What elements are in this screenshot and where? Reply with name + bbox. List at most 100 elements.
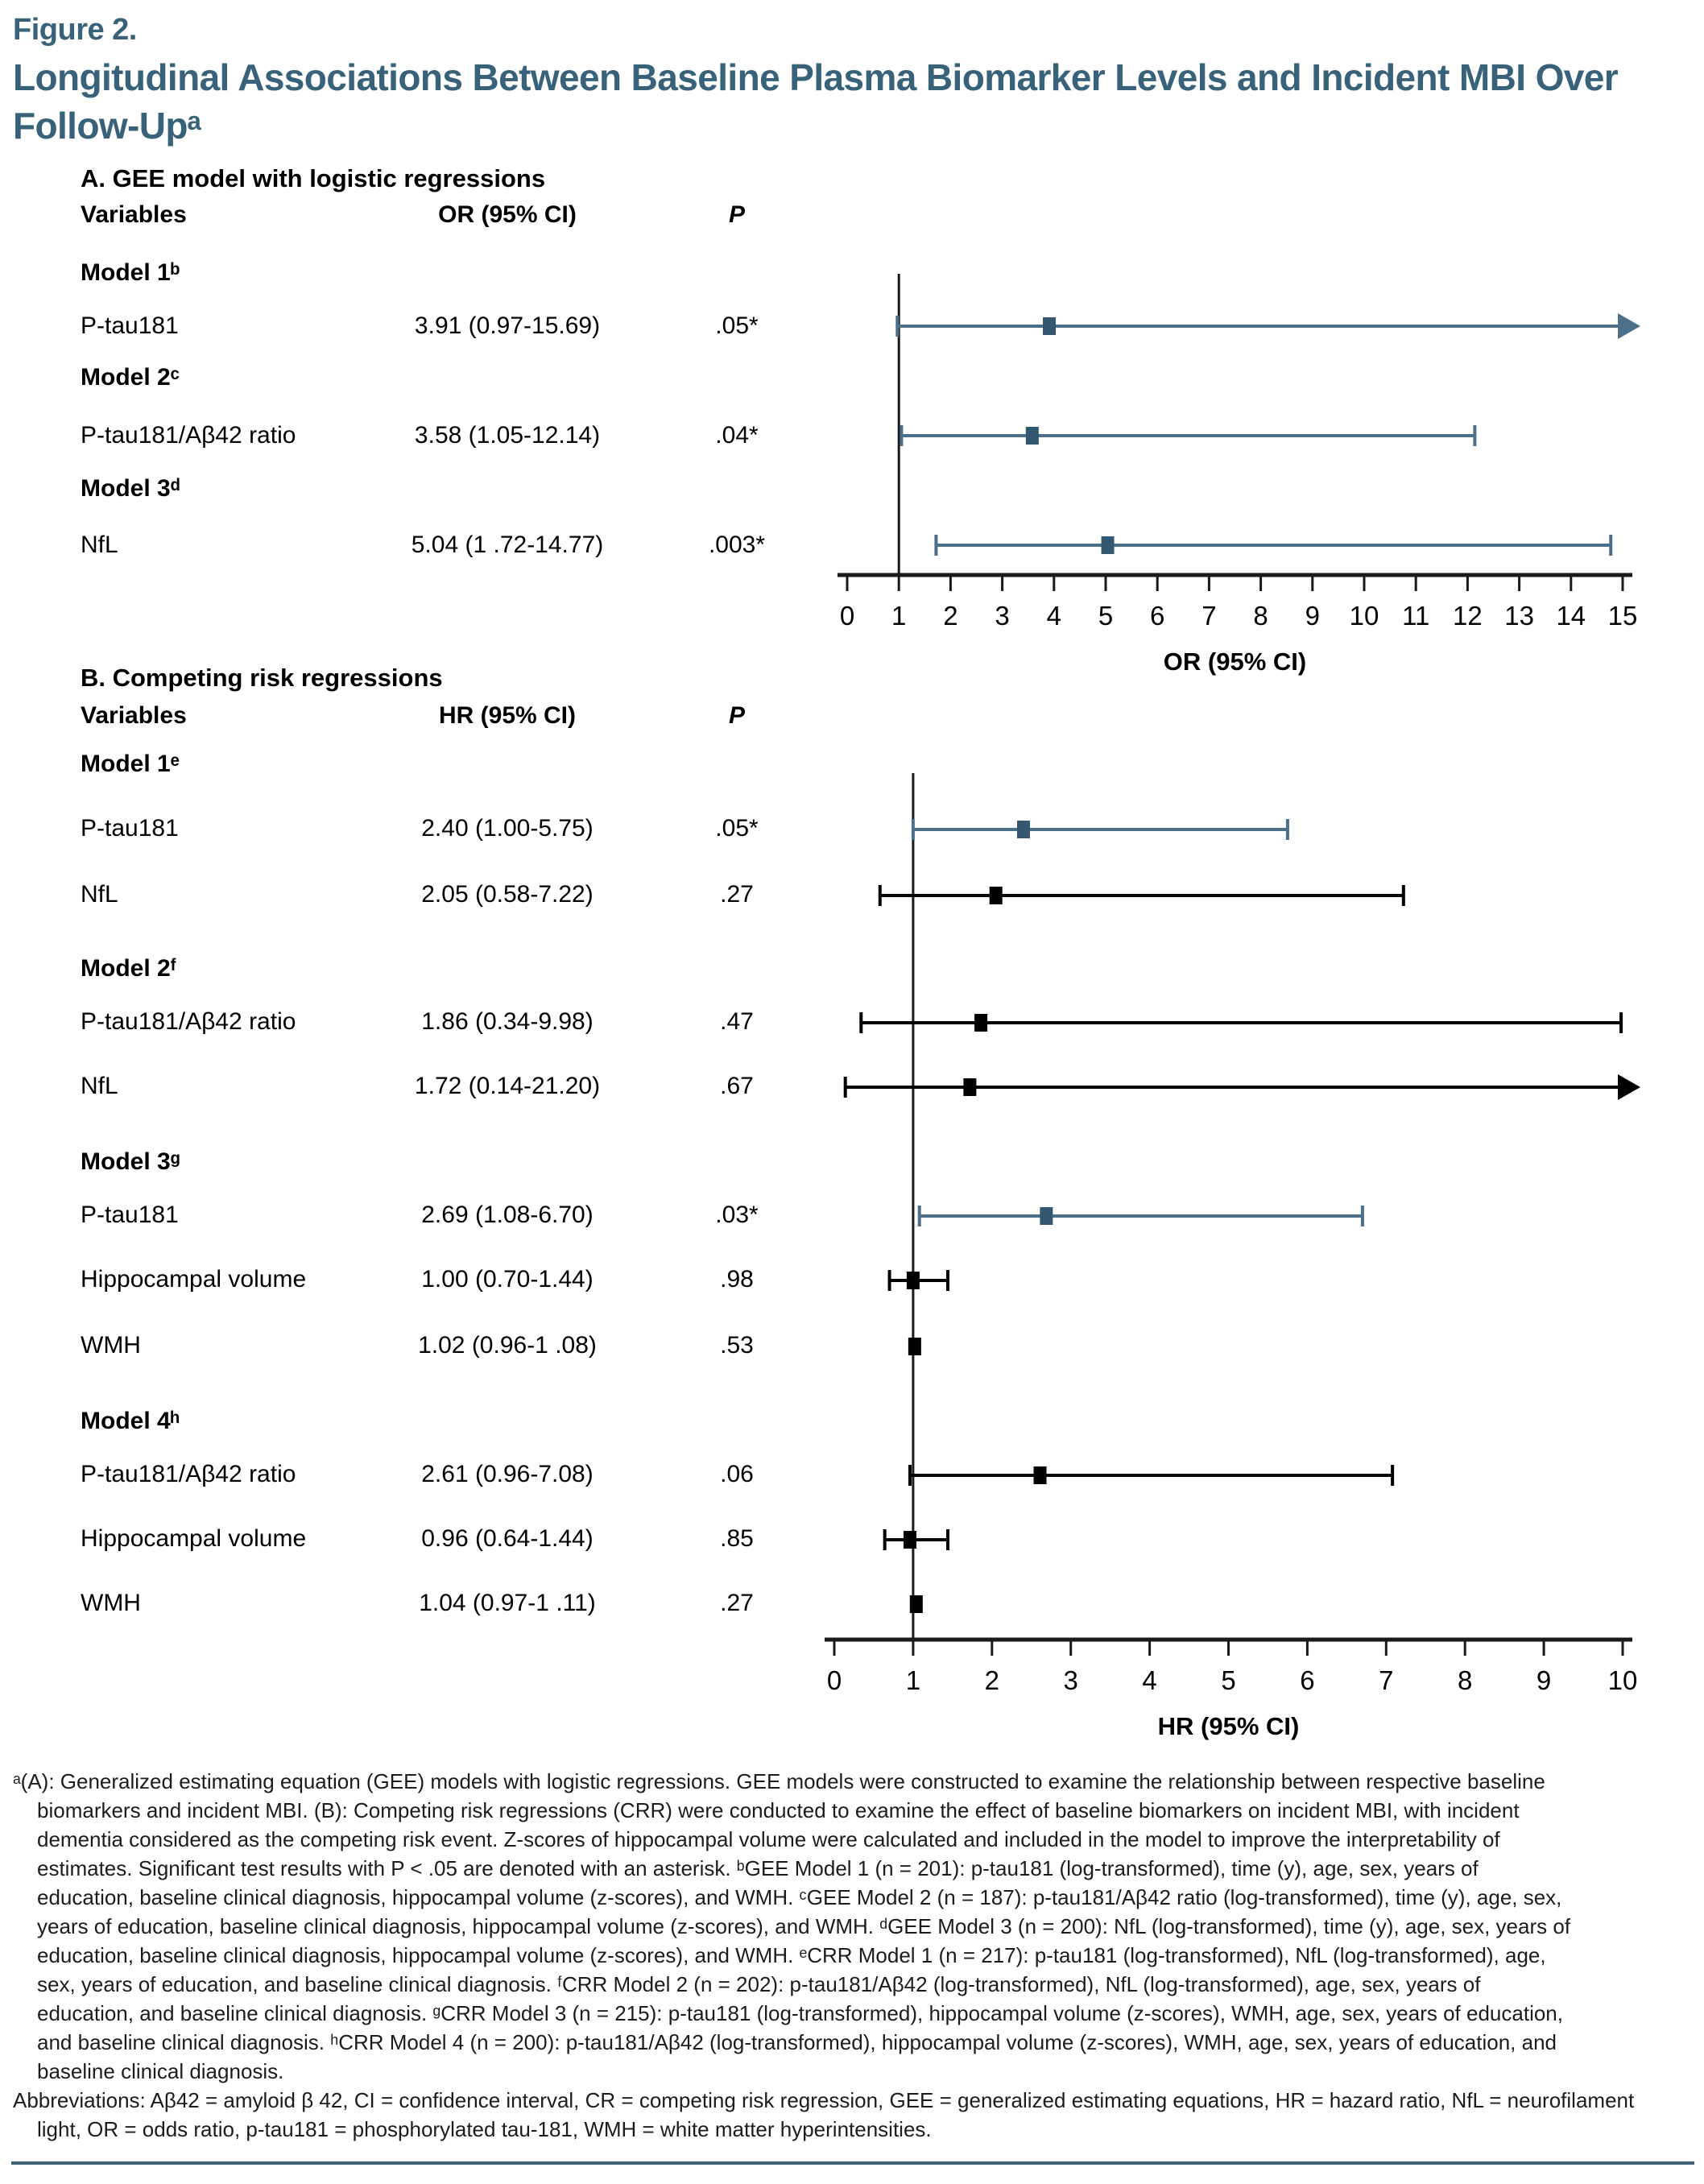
point-estimate-marker [1033, 1466, 1047, 1484]
point-estimate-marker [908, 1338, 921, 1355]
estimate-ci-value: 1.86 (0.34-9.98) [421, 1008, 594, 1035]
model-row: Model 3ᵍ [0, 1148, 838, 1179]
panel-b-heading: B. Competing risk regressions [81, 664, 443, 692]
model-label: Model 2ᶠ [81, 955, 176, 982]
p-value: .003* [708, 532, 766, 558]
p-value: .98 [720, 1266, 754, 1293]
variable-label: NfL [81, 532, 118, 558]
p-value: .05* [715, 815, 759, 842]
axis-tick-label: 0 [840, 601, 854, 631]
p-value: .05* [715, 312, 759, 339]
table-header-row: Variables HR (95% CI) P [0, 702, 838, 733]
estimate-ci-value: 5.04 (1 .72-14.77) [411, 532, 604, 558]
footnote-line: baseline clinical diagnosis. [37, 2059, 284, 2083]
p-value: .06 [720, 1461, 754, 1487]
axis-tick-label: 0 [827, 1665, 842, 1695]
axis-tick-label: 9 [1305, 601, 1320, 631]
bottom-rule [11, 2161, 1694, 2165]
point-estimate-marker [1025, 427, 1039, 445]
point-estimate-marker [974, 1014, 988, 1032]
variable-row: P-tau181 2.40 (1.00-5.75) .05* [0, 815, 838, 846]
variable-row: P-tau181/Aβ42 ratio 2.61 (0.96-7.08) .06 [0, 1461, 838, 1491]
model-label: Model 1ᵉ [81, 751, 180, 777]
point-estimate-marker [906, 1272, 920, 1289]
model-row: Model 2ᶜ [0, 364, 838, 395]
model-row: Model 1ᵇ [0, 259, 838, 290]
footnote-line: education, and baseline clinical diagnos… [37, 2001, 1563, 2025]
variable-label: P-tau181/Aβ42 ratio [81, 1008, 296, 1035]
axis-tick-label: 4 [1142, 1665, 1156, 1695]
model-label: Model 3ᵈ [81, 475, 180, 502]
axis-tick-label: 5 [1098, 601, 1113, 631]
point-estimate-marker [989, 887, 1003, 904]
arrow-right-icon [1618, 313, 1640, 339]
column-header-estimate: HR (95% CI) [438, 702, 577, 729]
model-row: Model 4ʰ [0, 1408, 838, 1438]
axis-tick-label: 1 [906, 1665, 920, 1695]
point-estimate-marker [1016, 821, 1030, 838]
estimate-ci-value: 0.96 (0.64-1.44) [421, 1525, 594, 1552]
axis-tick-label: 3 [995, 601, 1009, 631]
abbreviations-line: Abbreviations: Aβ42 = amyloid β 42, CI =… [13, 2088, 1635, 2112]
x-axis-title: HR (95% CI) [1158, 1712, 1300, 1740]
point-estimate-marker [909, 1595, 923, 1613]
p-value: .04* [715, 422, 759, 449]
variable-row: WMH 1.04 (0.97-1 .11) .27 [0, 1590, 838, 1620]
column-header-variables: Variables [81, 201, 187, 228]
estimate-ci-value: 2.05 (0.58-7.22) [421, 881, 594, 908]
variable-label: NfL [81, 1073, 118, 1099]
axis-tick-label: 10 [1350, 601, 1379, 631]
column-header-estimate: OR (95% CI) [438, 201, 577, 228]
variable-label: Hippocampal volume [81, 1266, 307, 1293]
panel-a-heading: A. GEE model with logistic regressions [81, 164, 546, 192]
variable-label: P-tau181 [81, 1202, 179, 1228]
axis-tick-label: 6 [1300, 1665, 1314, 1695]
footnote-line: biomarkers and incident MBI. (B): Compet… [37, 1798, 1520, 1822]
axis-tick-label: 8 [1253, 601, 1268, 631]
x-axis-title: OR (95% CI) [1164, 647, 1306, 676]
estimate-ci-value: 1.00 (0.70-1.44) [421, 1266, 594, 1293]
model-label: Model 2ᶜ [81, 364, 180, 391]
axis-tick-label: 6 [1150, 601, 1164, 631]
model-label: Model 3ᵍ [81, 1148, 180, 1175]
point-estimate-marker [1043, 317, 1057, 335]
axis-tick-label: 2 [985, 1665, 999, 1695]
variable-label: P-tau181 [81, 815, 179, 842]
footnote-line: dementia considered as the competing ris… [37, 1827, 1500, 1851]
estimate-ci-value: 2.40 (1.00-5.75) [421, 815, 594, 842]
model-label: Model 4ʰ [81, 1408, 180, 1434]
axis-tick-label: 3 [1064, 1665, 1078, 1695]
variable-label: WMH [81, 1332, 141, 1359]
variable-label: Hippocampal volume [81, 1525, 307, 1552]
footnote-line: and baseline clinical diagnosis. ʰCRR Mo… [37, 2030, 1557, 2054]
footnote-line: ᵃ(A): Generalized estimating equation (G… [13, 1769, 1545, 1793]
p-value: .27 [720, 1590, 754, 1616]
estimate-ci-value: 1.04 (0.97-1 .11) [419, 1590, 596, 1616]
axis-tick-label: 4 [1047, 601, 1061, 631]
p-value: .47 [720, 1008, 754, 1035]
estimate-ci-value: 3.91 (0.97-15.69) [414, 312, 601, 339]
p-value: .27 [720, 881, 754, 908]
variable-row: P-tau181 2.69 (1.08-6.70) .03* [0, 1202, 838, 1232]
variable-row: WMH 1.02 (0.96-1 .08) .53 [0, 1332, 838, 1363]
axis-tick-label: 11 [1402, 601, 1429, 631]
variable-label: P-tau181 [81, 312, 179, 339]
variable-label: WMH [81, 1590, 141, 1616]
footnote-line: years of education, baseline clinical di… [37, 1914, 1571, 1938]
figure-title: Longitudinal Associations Between Baseli… [13, 56, 1619, 147]
point-estimate-marker [903, 1531, 916, 1549]
axis-tick-label: 7 [1201, 601, 1216, 631]
variable-row: NfL 1.72 (0.14-21.20) .67 [0, 1073, 838, 1103]
axis-tick-label: 1 [891, 601, 906, 631]
variable-row: NfL 2.05 (0.58-7.22) .27 [0, 881, 838, 912]
variable-label: P-tau181/Aβ42 ratio [81, 1461, 296, 1487]
axis-tick-label: 15 [1608, 601, 1638, 631]
column-header-p: P [728, 201, 745, 228]
footnote-line: education, baseline clinical diagnosis, … [37, 1943, 1546, 1967]
p-value: .03* [715, 1202, 759, 1228]
model-row: Model 3ᵈ [0, 475, 838, 506]
column-header-variables: Variables [81, 702, 187, 729]
footnote-line: estimates. Significant test results with… [37, 1856, 1479, 1880]
